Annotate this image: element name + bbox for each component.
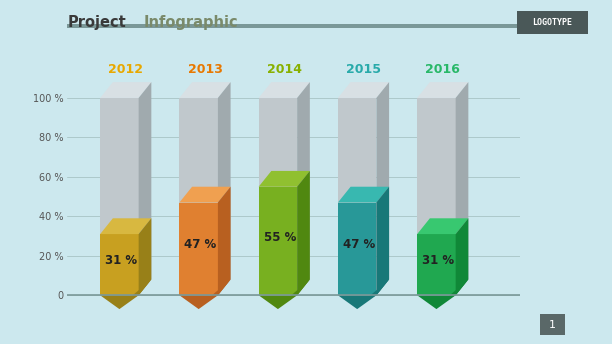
Polygon shape [179,187,231,203]
Polygon shape [179,295,218,309]
Polygon shape [442,279,468,301]
Polygon shape [100,295,139,309]
Text: 31 %: 31 % [422,254,454,267]
Polygon shape [376,82,389,295]
Polygon shape [417,234,456,295]
Text: 55 %: 55 % [264,230,296,244]
Text: Project: Project [67,15,126,31]
Polygon shape [259,295,278,309]
Polygon shape [417,218,468,234]
Text: 2016: 2016 [425,63,460,76]
Polygon shape [179,295,199,309]
Text: 31 %: 31 % [105,254,137,267]
Polygon shape [284,279,310,301]
Polygon shape [259,82,310,98]
Polygon shape [259,295,297,309]
Text: 47 %: 47 % [184,238,217,251]
Polygon shape [179,203,218,295]
Polygon shape [338,187,389,203]
Polygon shape [417,295,436,309]
Polygon shape [338,82,389,98]
Polygon shape [179,82,231,98]
Polygon shape [376,187,389,295]
Polygon shape [100,295,119,309]
Polygon shape [456,218,468,295]
Polygon shape [297,171,310,295]
Polygon shape [259,187,297,295]
Polygon shape [338,98,376,295]
Polygon shape [100,98,139,295]
Polygon shape [205,279,231,301]
Polygon shape [100,218,151,234]
Text: 2015: 2015 [346,63,381,76]
Polygon shape [297,82,310,295]
Polygon shape [456,82,468,295]
Polygon shape [100,234,139,295]
Polygon shape [179,98,218,295]
Polygon shape [125,279,151,301]
Polygon shape [364,279,389,301]
Polygon shape [417,295,456,309]
Text: Infographic: Infographic [143,15,238,31]
Text: 2014: 2014 [267,63,302,76]
Text: 2012: 2012 [108,63,143,76]
Polygon shape [139,218,151,295]
Polygon shape [417,82,468,98]
Polygon shape [338,295,376,309]
Text: 1: 1 [549,320,556,330]
Polygon shape [218,82,231,295]
Text: LOGOTYPE: LOGOTYPE [532,18,572,27]
Polygon shape [259,98,297,295]
Polygon shape [338,295,357,309]
Polygon shape [259,171,310,187]
Polygon shape [218,187,231,295]
Polygon shape [417,98,456,295]
Text: 2013: 2013 [187,63,222,76]
Polygon shape [139,82,151,295]
Polygon shape [338,203,376,295]
Polygon shape [100,82,151,98]
Text: 47 %: 47 % [343,238,375,251]
